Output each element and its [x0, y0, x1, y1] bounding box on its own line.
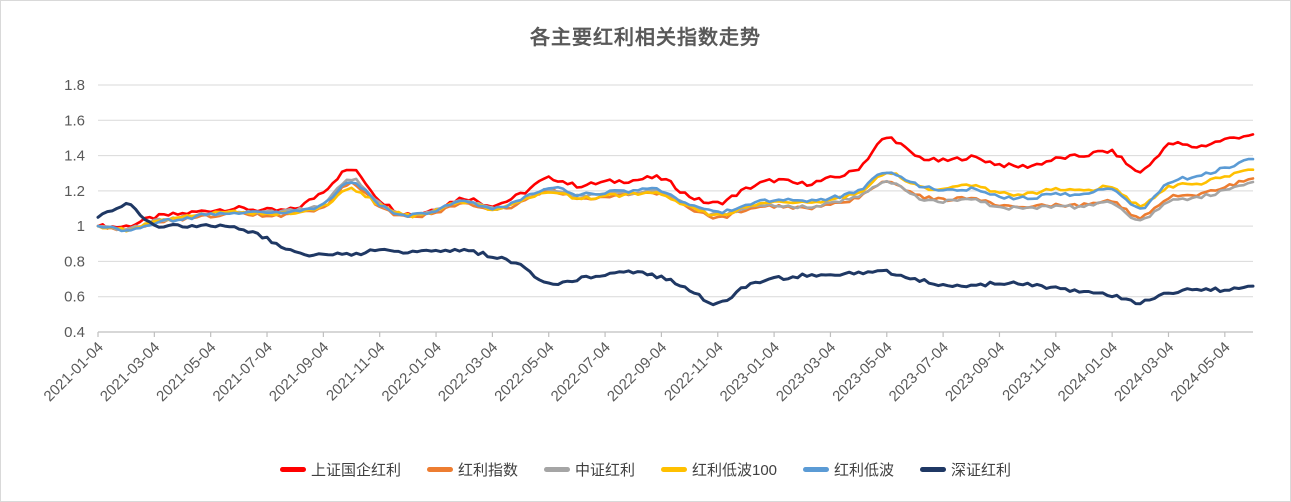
- y-axis-tick-label: 1.8: [64, 77, 85, 94]
- legend-item-1: 红利指数: [426, 459, 518, 480]
- y-axis-tick-label: 1.6: [64, 112, 85, 129]
- x-axis-tick-label: 2022-09-04: [604, 339, 670, 405]
- x-axis-tick-label: 2023-05-04: [829, 339, 895, 405]
- y-axis-tick-label: 0.6: [64, 289, 85, 306]
- x-axis-tick-label: 2021-09-04: [266, 339, 332, 405]
- x-axis-tick-label: 2024-05-04: [1167, 339, 1233, 405]
- x-axis-tick-label: 2021-05-04: [153, 339, 219, 405]
- x-axis-tick-label: 2021-07-04: [210, 339, 276, 405]
- series-line-0: [96, 133, 1255, 230]
- legend-item-0: 上证国企红利: [279, 459, 401, 480]
- legend-marker-icon: [543, 467, 570, 472]
- legend-item-5: 深证红利: [920, 459, 1011, 480]
- legend-item-3: 红利低波100: [660, 459, 778, 480]
- legend-label: 上证国企红利: [310, 462, 401, 479]
- series-line-4: [96, 157, 1255, 233]
- legend-label: 红利低波100: [691, 462, 778, 479]
- x-axis-tick-label: 2022-05-04: [491, 339, 557, 405]
- series-line-5: [96, 201, 1255, 307]
- legend-label: 红利指数: [457, 462, 518, 479]
- chart-legend: 上证国企红利 红利指数 中证红利 红利低波100 红利低波 深证红利: [1, 459, 1290, 480]
- legend-marker-icon: [426, 467, 453, 472]
- legend-marker-icon: [279, 467, 306, 472]
- x-axis-tick-label: 2022-07-04: [548, 339, 614, 405]
- y-axis-tick-label: 1.4: [64, 148, 85, 165]
- y-axis-tick-label: 1: [77, 218, 85, 235]
- x-axis-tick-label: 2023-01-04: [717, 339, 783, 405]
- chart-title: 各主要红利相关指数走势: [530, 27, 761, 49]
- x-axis-tick-label: 2022-03-04: [435, 339, 501, 405]
- legend-marker-icon: [803, 467, 830, 472]
- x-axis-tick-label: 2023-03-04: [773, 339, 839, 405]
- legend-marker-icon: [660, 467, 687, 472]
- series-line-3: [96, 168, 1255, 233]
- x-axis-tick-label: 2024-03-04: [1111, 339, 1177, 405]
- x-axis-tick-label: 2021-03-04: [97, 339, 163, 405]
- y-axis-tick-label: 0.8: [64, 253, 85, 270]
- legend-marker-icon: [920, 467, 947, 472]
- legend-item-4: 红利低波: [803, 459, 894, 480]
- legend-item-2: 中证红利: [543, 459, 635, 480]
- y-axis-tick-label: 0.4: [64, 324, 85, 341]
- x-axis-tick-label: 2023-07-04: [886, 339, 952, 405]
- x-axis-tick-label: 2024-01-04: [1055, 339, 1121, 405]
- x-axis-tick-label: 2022-01-04: [379, 339, 445, 405]
- x-axis-tick-label: 2023-09-04: [942, 339, 1008, 405]
- legend-label: 深证红利: [951, 462, 1012, 479]
- y-axis-tick-label: 1.2: [64, 183, 85, 200]
- legend-label: 红利低波: [834, 462, 895, 479]
- legend-label: 中证红利: [574, 462, 635, 479]
- x-axis-tick-label: 2021-01-04: [41, 339, 107, 405]
